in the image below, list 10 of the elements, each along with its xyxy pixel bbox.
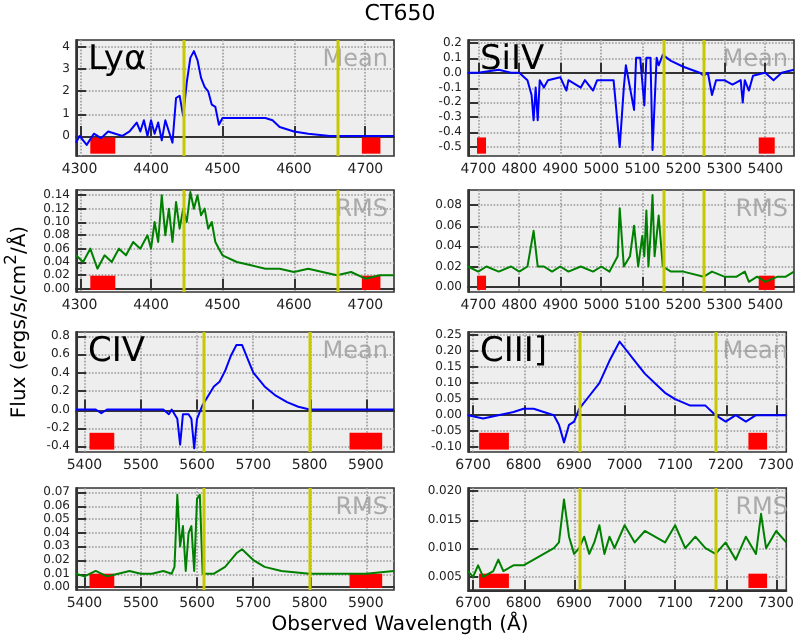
annotation: Mean (322, 336, 389, 364)
annotation: Mean (722, 44, 789, 72)
annotation: RMS (335, 492, 389, 520)
annotation: Lyα (88, 39, 147, 79)
annotation: CIII] (480, 331, 548, 371)
annotation: CIV (88, 331, 146, 371)
x-axis-title: Observed Wavelength (Å) (269, 614, 531, 636)
chart-title: CT650 (362, 0, 438, 26)
annotation: SiIV (480, 39, 546, 79)
annotation: RMS (735, 194, 789, 222)
